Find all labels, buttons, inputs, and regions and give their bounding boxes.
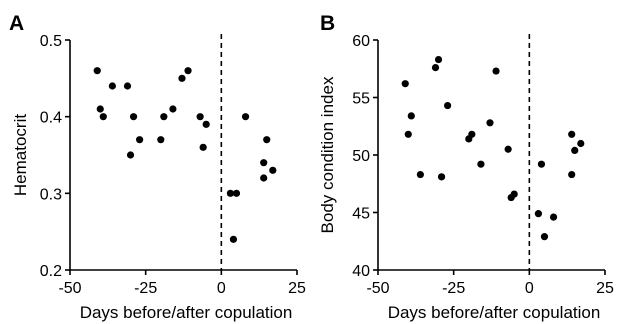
data-point-a (196, 113, 204, 121)
panel-letter-b: B (320, 12, 335, 35)
y-tick-label-a: 0.4 (40, 110, 62, 127)
data-point-a (160, 113, 168, 121)
data-point-b (404, 130, 412, 138)
y-tick-label-a: 0.2 (40, 263, 62, 280)
data-point-a (126, 151, 135, 159)
data-point-a (136, 136, 144, 144)
data-point-a (108, 82, 116, 90)
data-point-a (232, 189, 241, 197)
data-point-a (157, 136, 165, 144)
data-point-b (434, 55, 443, 64)
data-point-b (537, 160, 546, 168)
data-point-b (468, 130, 476, 138)
data-point-b (571, 146, 579, 154)
data-point-a (199, 143, 207, 151)
data-point-b (407, 112, 415, 120)
data-point-b (510, 190, 518, 198)
data-point-b (504, 145, 512, 153)
data-point-b (540, 233, 549, 241)
y-tick-label-a: 0.5 (40, 33, 62, 50)
data-point-a (260, 174, 268, 182)
data-point-b (401, 80, 409, 88)
x-axis-label-a: Days before/after copulation (80, 303, 293, 322)
x-tick-label-a: 0 (217, 280, 226, 297)
x-axis-label-b: Days before/after copulation (388, 303, 601, 322)
data-point-b (492, 67, 500, 75)
x-tick-label-b: -25 (442, 280, 465, 297)
data-point-a (178, 74, 186, 82)
x-tick-label-b: 0 (525, 280, 534, 297)
x-tick-label-a: -50 (58, 280, 81, 297)
data-point-b (486, 119, 494, 127)
data-point-a (241, 113, 250, 121)
y-axis-label-a: Hematocrit (11, 114, 30, 196)
data-point-a (129, 113, 138, 121)
data-point-a (269, 166, 277, 174)
data-point-a (123, 82, 132, 90)
data-point-a (263, 136, 271, 144)
panel-a: A Hematocrit Days before/after copulatio… (9, 12, 306, 322)
y-axis-label-b: Body condition index (318, 76, 337, 233)
data-point-a (229, 235, 238, 243)
data-point-b (577, 139, 585, 148)
y-tick-label-b: 55 (352, 91, 370, 108)
x-tick-label-a: -25 (134, 280, 157, 297)
x-tick-label-b: 25 (596, 280, 614, 297)
x-tick-label-a: 25 (288, 280, 306, 297)
data-point-b (534, 210, 543, 218)
data-point-b (477, 160, 485, 168)
y-tick-label-b: 45 (352, 206, 370, 223)
y-tick-label-b: 60 (352, 33, 370, 50)
data-point-b (437, 173, 446, 181)
data-point-b (568, 170, 576, 179)
data-point-a (96, 105, 104, 113)
data-point-b (431, 64, 440, 72)
data-point-b (549, 213, 558, 221)
data-point-a (99, 113, 107, 121)
panel-letter-a: A (9, 12, 24, 35)
y-tick-label-b: 40 (352, 263, 370, 280)
data-point-b (444, 101, 452, 110)
data-point-a (202, 120, 210, 128)
data-point-a (184, 67, 192, 75)
data-point-a (226, 189, 235, 197)
y-tick-label-a: 0.3 (40, 186, 62, 203)
data-point-b (416, 170, 424, 179)
panel-b: B Body condition index Days before/after… (318, 12, 614, 322)
data-point-a (260, 159, 268, 167)
data-point-a (169, 105, 177, 113)
data-point-b (568, 130, 576, 138)
y-tick-label-b: 50 (352, 148, 370, 165)
data-point-a (93, 67, 101, 75)
x-tick-label-b: -50 (366, 280, 389, 297)
